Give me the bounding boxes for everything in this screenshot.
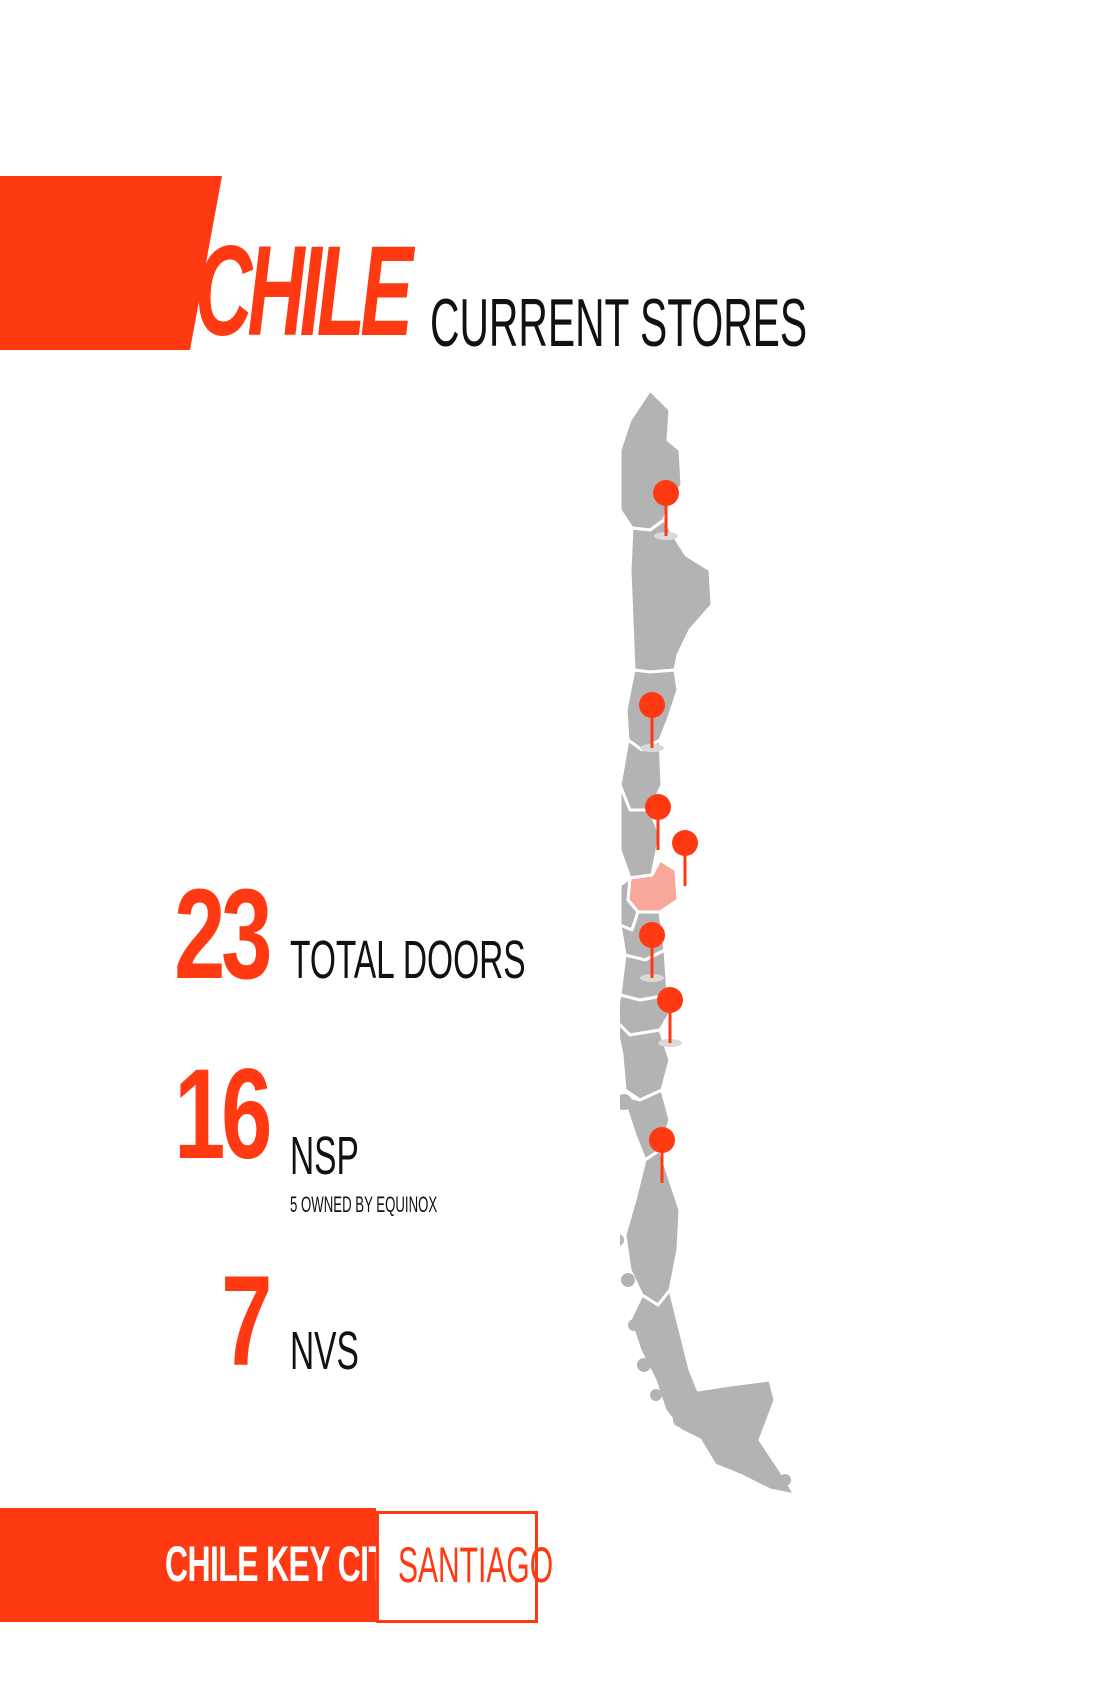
store-pin [657,987,683,1047]
map-island [620,1234,624,1246]
map-island [673,1413,687,1427]
nvs-label: NVS [290,1321,359,1381]
total-doors-label: TOTAL DOORS [290,930,526,990]
map-island [621,1273,635,1287]
store-pin [672,830,698,886]
nsp-note: 5 OWNED BY EQUINOX [290,1192,438,1217]
map-region-south-3 [620,1022,672,1102]
page-subtitle: CURRENT STORES [430,285,808,361]
store-pin [639,922,665,982]
store-pin [645,794,671,850]
store-pins [639,480,698,1183]
header-banner [0,176,222,350]
store-pin [639,692,665,752]
key-city-label: CHILE KEY CITY [165,1536,409,1592]
map-region-north-1 [620,390,684,532]
map-island [743,1443,757,1457]
nvs-number: 7 [221,1250,272,1393]
footer-bar [0,1508,376,1622]
map-region-center-1 [620,783,662,880]
map-island [650,1389,662,1401]
key-city-name: SANTIAGO [398,1537,554,1593]
map-island [628,1319,640,1331]
map-island [707,1432,723,1448]
map-island [779,1474,791,1486]
store-pin [653,480,679,540]
store-pin [649,1127,675,1183]
chile-map [620,390,797,1497]
nsp-number: 16 [174,1043,272,1186]
total-doors-number: 23 [174,863,272,1006]
key-city-box [376,1511,538,1623]
nsp-label: NSP [290,1126,359,1186]
map-region-north-2 [628,518,714,674]
map-island [620,1094,632,1110]
map-island [637,1358,651,1372]
country-title: CHILE [195,220,413,363]
